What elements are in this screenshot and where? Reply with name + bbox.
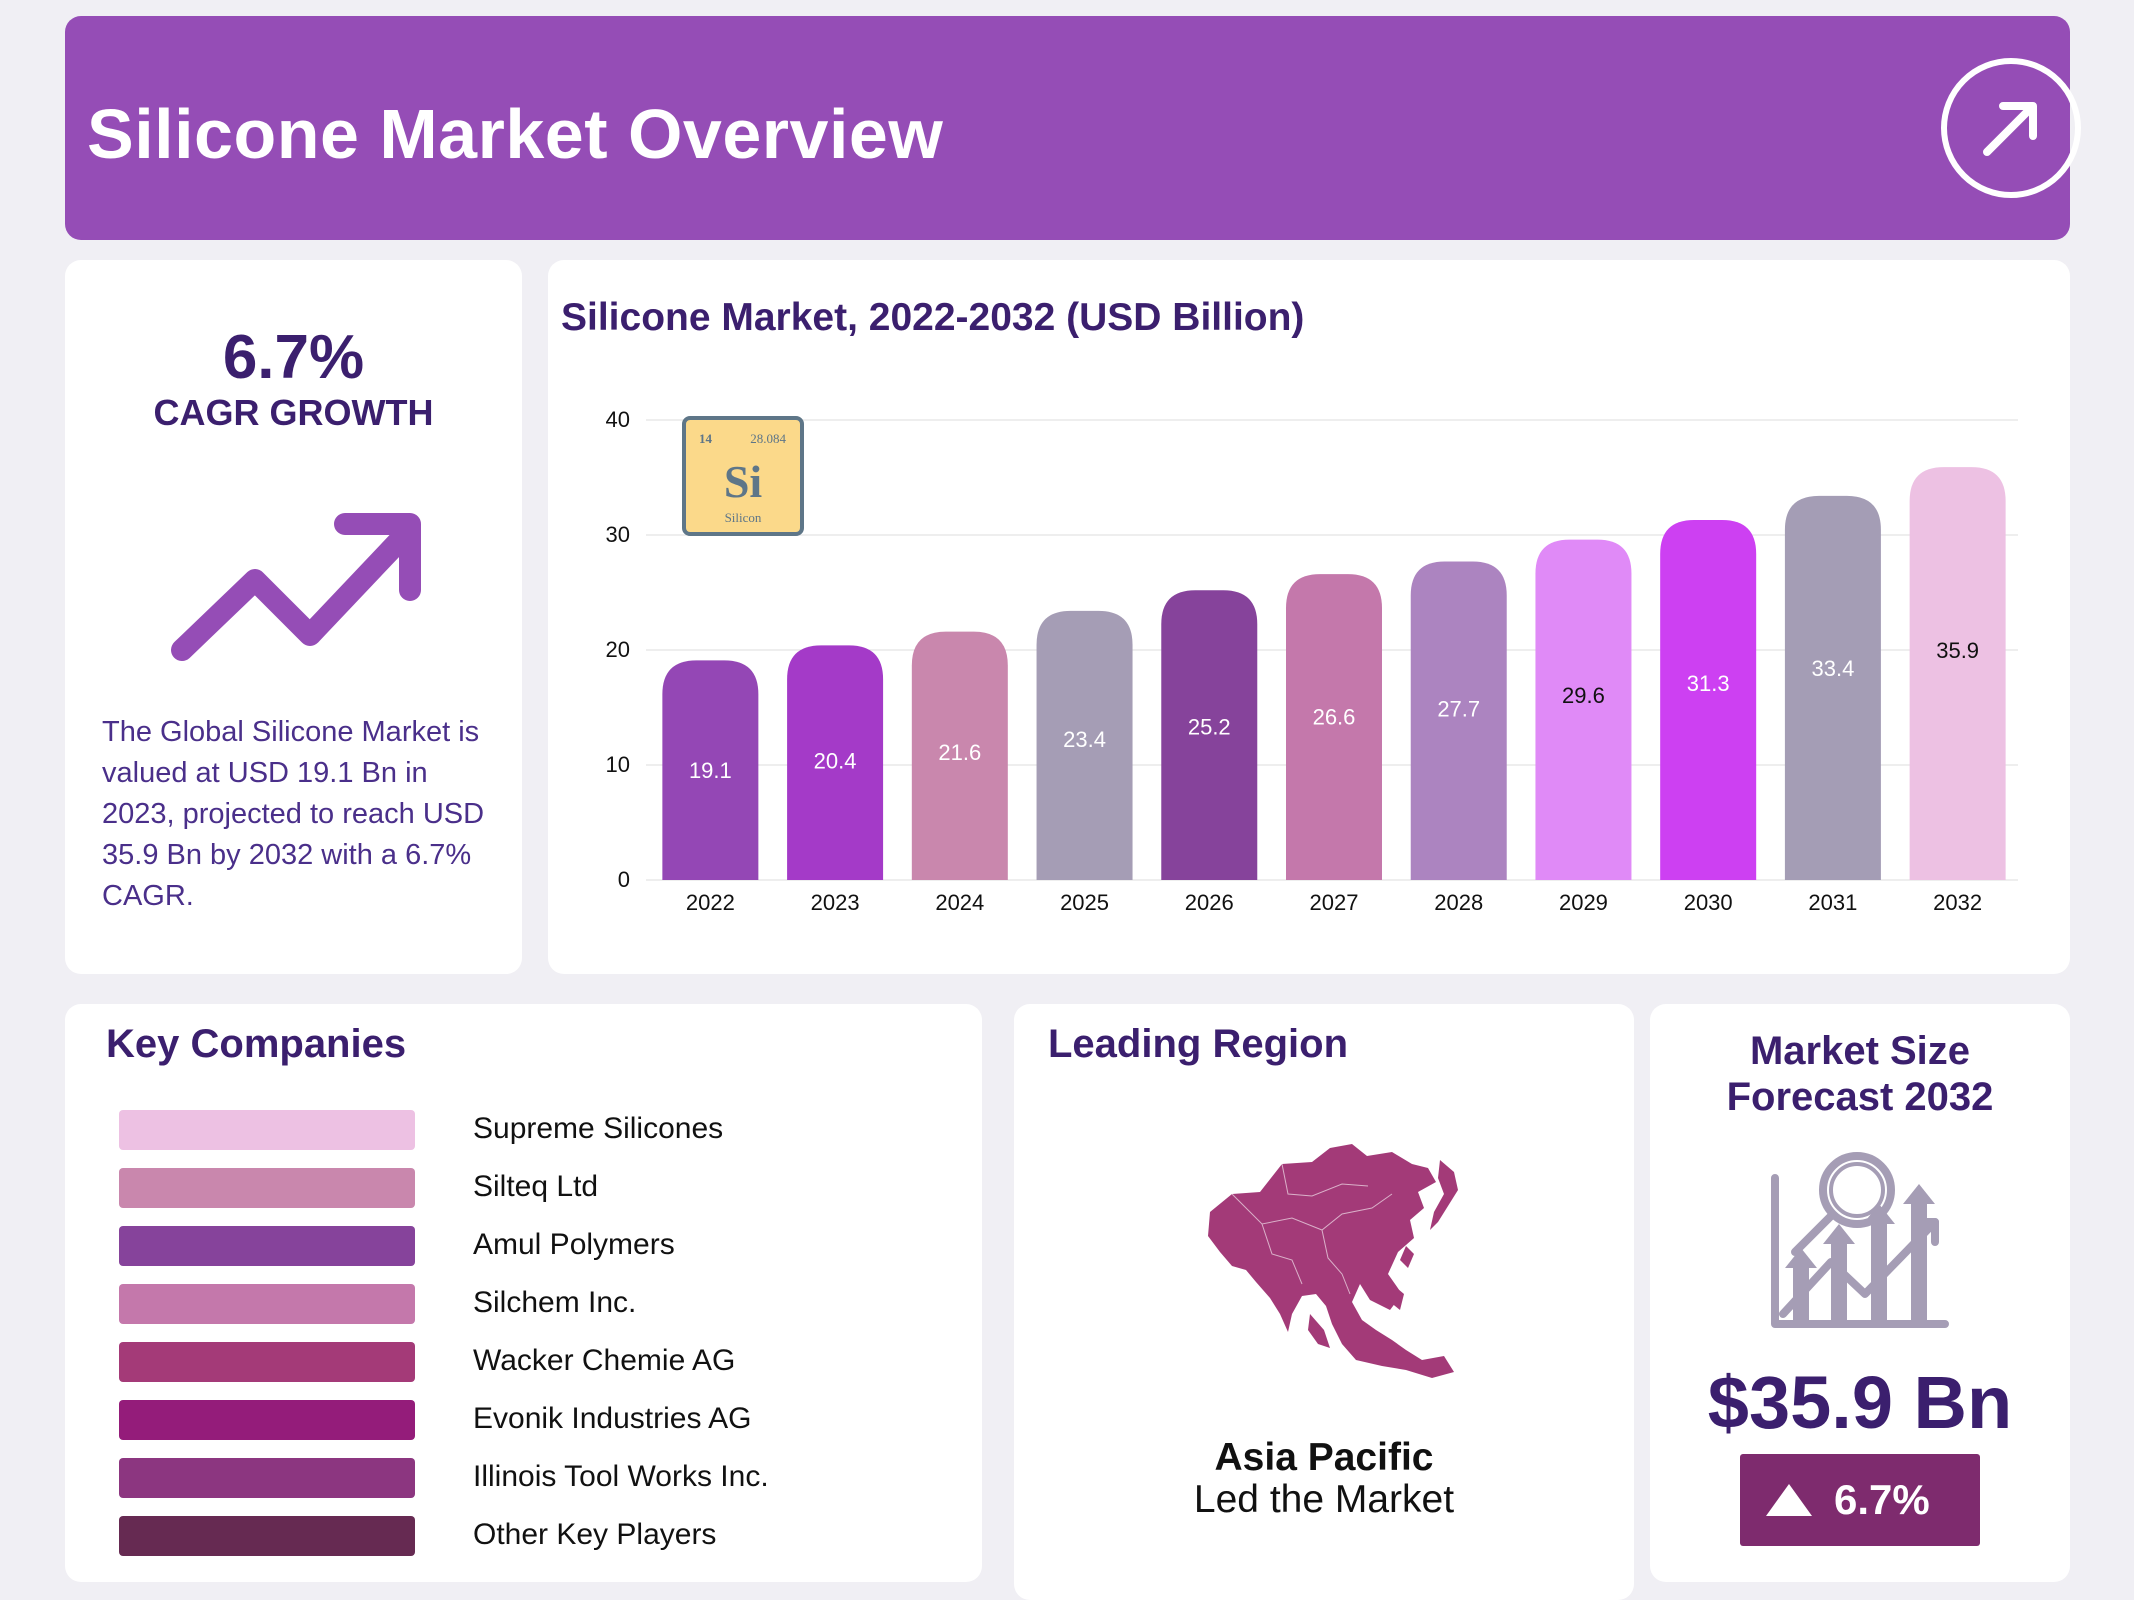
data-label: 29.6 (1562, 683, 1605, 708)
bar (911, 631, 1008, 880)
bar (1784, 495, 1881, 880)
silicon-element-icon: 14 28.084 Si Silicon (682, 416, 804, 536)
data-label: 25.2 (1188, 714, 1231, 739)
bar (1161, 590, 1258, 880)
company-swatch (119, 1284, 415, 1324)
cagr-description: The Global Silicone Market is valued at … (102, 716, 485, 912)
companies-title: Key Companies (106, 1022, 407, 1066)
company-name: Other Key Players (473, 1518, 717, 1551)
bar (662, 660, 759, 880)
x-tick-label: 2024 (935, 890, 984, 915)
company-name: Silteq Ltd (473, 1170, 599, 1203)
y-tick-label: 40 (606, 407, 630, 432)
key-companies-card: Key Companies Supreme Silicones Silteq Lt… (65, 1004, 982, 1582)
y-tick-label: 20 (606, 637, 630, 662)
bar (1535, 539, 1632, 880)
x-tick-label: 2032 (1933, 890, 1982, 915)
market-forecast-card: Market Size Forecast 2032 $35.9 Bn 6.7% (1650, 1004, 2070, 1582)
chart-card: Silicone Market, 2022-2032 (USD Billion)… (548, 260, 2070, 974)
data-label: 20.4 (814, 749, 857, 774)
region-title: Leading Region (1048, 1022, 1348, 1066)
x-tick-label: 2022 (686, 890, 735, 915)
company-swatch (119, 1458, 415, 1498)
chart-title: Silicone Market, 2022-2032 (USD Billion) (561, 296, 1305, 339)
y-tick-label: 0 (618, 867, 630, 892)
bar (1036, 610, 1133, 880)
forecast-title-line2: Forecast 2032 (1726, 1075, 1994, 1119)
data-label: 27.7 (1437, 696, 1480, 721)
company-swatch (119, 1516, 415, 1556)
region-name: Asia Pacific (1214, 1436, 1434, 1479)
bar (787, 645, 884, 880)
page-title: Silicone Market Overview (87, 95, 944, 173)
x-tick-label: 2031 (1808, 890, 1857, 915)
growth-badge: 6.7% (1740, 1454, 1980, 1546)
x-tick-label: 2027 (1310, 890, 1359, 915)
data-label: 31.3 (1687, 671, 1730, 696)
x-tick-label: 2023 (811, 890, 860, 915)
x-tick-label: 2030 (1684, 890, 1733, 915)
x-tick-label: 2026 (1185, 890, 1234, 915)
trend-up-icon (171, 513, 421, 661)
element-mass: 28.084 (750, 431, 786, 446)
cagr-card: 6.7% CAGR GROWTH The Global Silicone Mar… (65, 260, 522, 974)
x-tick-label: 2029 (1559, 890, 1608, 915)
region-subtitle: Led the Market (1193, 1478, 1455, 1521)
x-tick-label: 2025 (1060, 890, 1109, 915)
element-number: 14 (699, 431, 713, 446)
x-tick-label: 2028 (1434, 890, 1483, 915)
element-symbol: Si (724, 456, 763, 507)
cagr-value: 6.7% (222, 323, 365, 392)
company-name: Supreme Silicones (473, 1112, 724, 1145)
data-label: 23.4 (1063, 727, 1106, 752)
data-label: 21.6 (938, 740, 981, 765)
company-name: Evonik Industries AG (473, 1402, 752, 1435)
leading-region-card: Leading Region Asia Pacific Led the Mark… (1014, 1004, 1634, 1600)
forecast-title-line1: Market Size (1749, 1029, 1971, 1073)
company-name: Illinois Tool Works Inc. (473, 1460, 769, 1493)
y-tick-label: 30 (606, 522, 630, 547)
company-swatch (119, 1110, 415, 1150)
company-swatch (119, 1342, 415, 1382)
company-swatch (119, 1400, 415, 1440)
asia-pacific-map-icon (1208, 1144, 1458, 1378)
data-label: 26.6 (1313, 704, 1356, 729)
header-banner: Silicone Market Overview (65, 16, 2081, 240)
bar (1909, 467, 2006, 880)
bar (1660, 520, 1757, 880)
company-name: Wacker Chemie AG (473, 1344, 736, 1377)
arrow-up-right-icon[interactable] (1941, 58, 2081, 198)
forecast-value: $35.9 Bn (1707, 1361, 2013, 1444)
cagr-label: CAGR GROWTH (153, 392, 434, 433)
company-swatch (119, 1226, 415, 1266)
data-label: 19.1 (689, 758, 732, 783)
company-name: Amul Polymers (473, 1228, 675, 1261)
data-label: 35.9 (1936, 638, 1979, 663)
company-swatch (119, 1168, 415, 1208)
growth-value: 6.7% (1834, 1476, 1930, 1523)
triangle-up-icon (1766, 1484, 1812, 1516)
y-tick-label: 10 (606, 752, 630, 777)
bar (1286, 574, 1382, 880)
element-name: Silicon (725, 510, 762, 525)
forecast-title: Market Size Forecast 2032 (1650, 1028, 2070, 1120)
market-analysis-icon (1771, 1152, 1949, 1328)
company-name: Silchem Inc. (473, 1286, 637, 1319)
bar (1410, 561, 1507, 880)
data-label: 33.4 (1811, 656, 1854, 681)
bar-chart: 01020304019.1202220.4202321.6202423.4202… (606, 407, 2018, 915)
